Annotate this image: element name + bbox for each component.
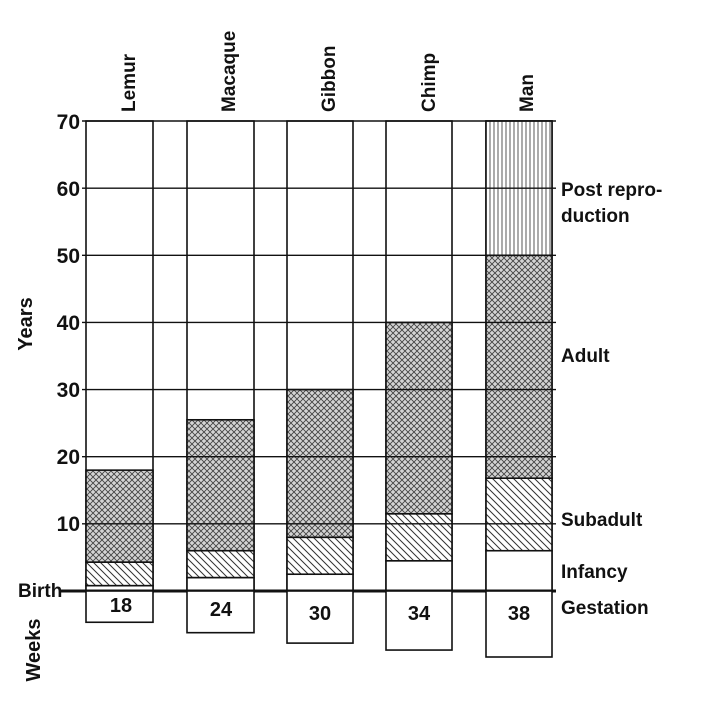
species-label-macaque: Macaque [219, 31, 240, 112]
species-label-man: Man [517, 74, 538, 112]
bar-segment-adult-lemur [85, 469, 154, 563]
bar-segment-adult-macaque [186, 418, 255, 552]
species-label-lemur: Lemur [119, 53, 140, 112]
phase-labels: Post repro- duction Adult Subadult Infan… [561, 180, 662, 619]
gestation-box-macaque [186, 590, 255, 634]
phase-label-post-reproduction: Post repro- [561, 180, 662, 201]
bar-segment-subadult-macaque [186, 549, 255, 579]
bar-segment-subadult-chimp [385, 512, 453, 562]
gestation-box-gibbon [286, 590, 354, 644]
y-tick-label: 40 [57, 312, 80, 335]
weeks-label: Weeks [23, 618, 45, 681]
bar-segment-adult-chimp [385, 321, 453, 515]
phase-bars [85, 120, 553, 592]
birth-label: Birth [18, 581, 62, 602]
species-label-chimp: Chimp [419, 53, 440, 112]
phase-label-gestation: Gestation [561, 598, 649, 619]
y-axis-title: Years [15, 297, 37, 350]
species-label-gibbon: Gibbon [319, 46, 340, 112]
phase-label-infancy: Infancy [561, 562, 628, 583]
phase-label-subadult: Subadult [561, 510, 643, 531]
bar-segment-subadult-man [485, 477, 553, 552]
bar-segment-infancy-macaque [186, 576, 255, 592]
y-tick-label: 50 [57, 245, 80, 268]
gestation-value-label: 18 [110, 595, 132, 617]
gestation-value-label: 34 [408, 603, 431, 625]
phase-label-adult: Adult [561, 346, 610, 367]
gestation-labels: 18 24 30 34 38 [110, 595, 530, 625]
gestation-boxes [85, 590, 553, 658]
bar-segment-adult-gibbon [286, 388, 354, 539]
bar-segment-adult-man [485, 254, 553, 480]
gestation-value-label: 30 [309, 603, 331, 625]
species-labels: Lemur Macaque Gibbon Chimp Man [119, 31, 538, 112]
gestation-value-label: 38 [508, 603, 530, 625]
gridlines [82, 120, 556, 525]
y-tick-label: 30 [57, 379, 80, 402]
gestation-box-lemur [85, 590, 154, 624]
y-tick-label: 70 [57, 111, 80, 134]
gestation-box-chimp [385, 590, 453, 651]
bar-segment-infancy-gibbon [286, 573, 354, 592]
y-tick-label: 20 [57, 446, 80, 469]
bar-segment-infancy-chimp [385, 559, 453, 592]
y-tick-labels: 70 60 50 40 30 20 10 [57, 111, 80, 536]
y-tick-label: 10 [57, 513, 80, 536]
gestation-value-label: 24 [210, 599, 233, 621]
y-tick-label: 60 [57, 178, 80, 201]
phase-label-post-reproduction-line2: duction [561, 206, 630, 227]
gestation-box-man [485, 590, 553, 658]
bar-segment-subadult-gibbon [286, 536, 354, 576]
bar-segment-infancy-man [485, 549, 553, 592]
bar-segment-subadult-lemur [85, 561, 154, 587]
